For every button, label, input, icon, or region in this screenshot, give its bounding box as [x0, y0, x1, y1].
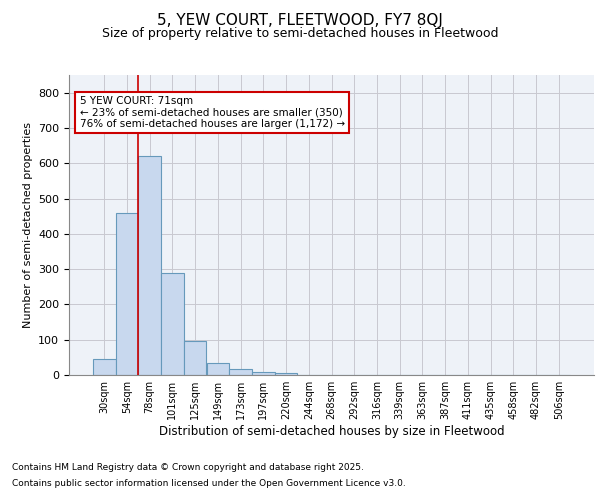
Text: 5, YEW COURT, FLEETWOOD, FY7 8QJ: 5, YEW COURT, FLEETWOOD, FY7 8QJ: [157, 12, 443, 28]
Bar: [252, 372, 275, 375]
Bar: [139, 156, 161, 375]
Bar: [206, 362, 229, 375]
Text: Contains public sector information licensed under the Open Government Licence v3: Contains public sector information licen…: [12, 478, 406, 488]
Text: Size of property relative to semi-detached houses in Fleetwood: Size of property relative to semi-detach…: [102, 28, 498, 40]
Text: Contains HM Land Registry data © Crown copyright and database right 2025.: Contains HM Land Registry data © Crown c…: [12, 464, 364, 472]
X-axis label: Distribution of semi-detached houses by size in Fleetwood: Distribution of semi-detached houses by …: [158, 425, 505, 438]
Bar: [93, 359, 116, 375]
Bar: [229, 368, 252, 375]
Y-axis label: Number of semi-detached properties: Number of semi-detached properties: [23, 122, 32, 328]
Bar: [161, 272, 184, 375]
Bar: [184, 342, 206, 375]
Text: 5 YEW COURT: 71sqm
← 23% of semi-detached houses are smaller (350)
76% of semi-d: 5 YEW COURT: 71sqm ← 23% of semi-detache…: [79, 96, 344, 129]
Bar: [116, 212, 139, 375]
Bar: [275, 373, 298, 375]
